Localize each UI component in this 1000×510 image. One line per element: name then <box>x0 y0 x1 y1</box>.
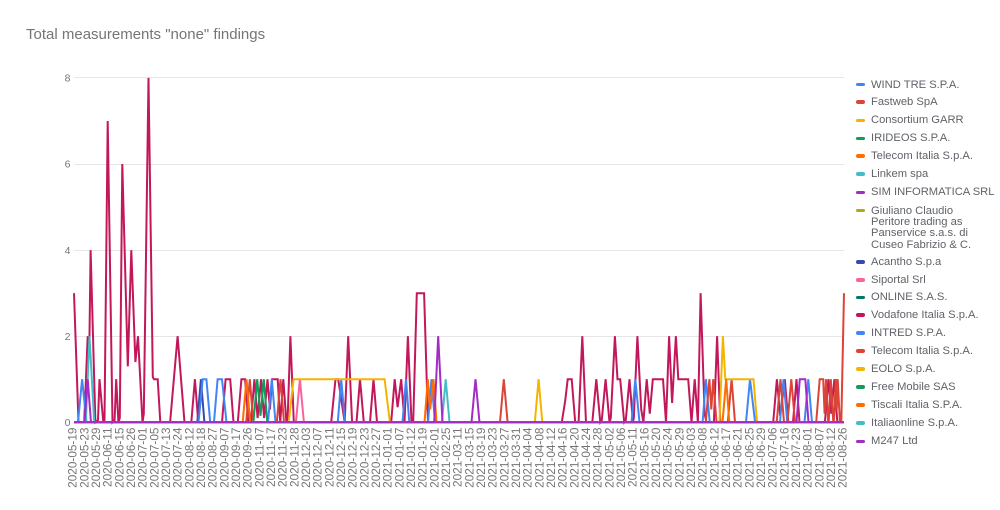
svg-text:2021-02-25: 2021-02-25 <box>439 427 453 488</box>
svg-text:2021-04-24: 2021-04-24 <box>579 427 593 488</box>
svg-text:2021-03-15: 2021-03-15 <box>462 427 476 488</box>
svg-text:2: 2 <box>65 331 71 343</box>
svg-text:2020-05-29: 2020-05-29 <box>89 428 103 488</box>
svg-text:2020-12-11: 2020-12-11 <box>322 428 336 487</box>
svg-text:6: 6 <box>65 159 71 171</box>
svg-text:2021-03-23: 2021-03-23 <box>486 427 500 488</box>
svg-text:2020-06-15: 2020-06-15 <box>112 427 126 488</box>
svg-text:2021-01-01: 2021-01-01 <box>381 428 395 488</box>
svg-text:2021-03-31: 2021-03-31 <box>509 428 523 488</box>
svg-text:2020-09-07: 2020-09-07 <box>217 428 231 488</box>
svg-text:2020-09-17: 2020-09-17 <box>229 428 243 488</box>
svg-text:2020-07-01: 2020-07-01 <box>136 428 150 488</box>
svg-text:2021-04-12: 2021-04-12 <box>544 428 558 488</box>
svg-text:2021-06-29: 2021-06-29 <box>754 428 768 488</box>
svg-text:2021-01-19: 2021-01-19 <box>416 428 430 488</box>
svg-text:2020-07-05: 2020-07-05 <box>147 427 161 488</box>
svg-text:2021-06-21: 2021-06-21 <box>731 428 745 488</box>
svg-text:2021-02-01: 2021-02-01 <box>427 428 441 488</box>
svg-text:2020-06-11: 2020-06-11 <box>101 428 115 487</box>
svg-text:2021-06-12: 2021-06-12 <box>707 428 721 488</box>
svg-text:2020-12-03: 2020-12-03 <box>299 427 313 488</box>
svg-text:2021-05-06: 2021-05-06 <box>614 427 628 488</box>
svg-text:2020-09-26: 2020-09-26 <box>241 427 255 488</box>
svg-text:2020-12-27: 2020-12-27 <box>369 428 383 488</box>
svg-text:2021-04-28: 2021-04-28 <box>591 427 605 488</box>
svg-text:2021-04-16: 2021-04-16 <box>556 427 570 488</box>
svg-text:0: 0 <box>65 417 71 429</box>
svg-text:2020-11-28: 2020-11-28 <box>287 427 301 487</box>
svg-text:2021-07-16: 2021-07-16 <box>777 427 791 488</box>
svg-text:2020-11-07: 2020-11-07 <box>252 428 266 487</box>
svg-text:2021-05-11: 2021-05-11 <box>626 428 640 487</box>
svg-text:2021-03-11: 2021-03-11 <box>451 428 465 487</box>
svg-text:2020-12-07: 2020-12-07 <box>311 428 325 488</box>
svg-text:2020-08-27: 2020-08-27 <box>206 428 220 488</box>
svg-text:2020-11-17: 2020-11-17 <box>264 428 278 487</box>
svg-text:4: 4 <box>65 245 71 257</box>
svg-text:2021-08-26: 2021-08-26 <box>836 427 850 488</box>
svg-text:8: 8 <box>65 73 71 85</box>
svg-text:2021-05-02: 2021-05-02 <box>602 428 616 488</box>
svg-text:2021-01-12: 2021-01-12 <box>404 428 418 488</box>
svg-text:2020-12-23: 2020-12-23 <box>357 427 371 488</box>
svg-text:2020-07-24: 2020-07-24 <box>171 427 185 488</box>
svg-text:2021-07-06: 2021-07-06 <box>766 427 780 488</box>
svg-text:2020-12-19: 2020-12-19 <box>346 428 360 488</box>
svg-text:2021-04-04: 2021-04-04 <box>521 427 535 488</box>
svg-text:2021-04-20: 2021-04-20 <box>567 427 581 488</box>
svg-text:2021-06-25: 2021-06-25 <box>742 427 756 488</box>
svg-text:2021-08-12: 2021-08-12 <box>824 428 838 488</box>
svg-text:2021-08-07: 2021-08-07 <box>812 428 826 488</box>
svg-text:2020-05-19: 2020-05-19 <box>66 428 80 488</box>
svg-text:2021-04-08: 2021-04-08 <box>532 427 546 488</box>
svg-text:2020-12-15: 2020-12-15 <box>334 427 348 488</box>
svg-text:2020-08-18: 2020-08-18 <box>194 427 208 488</box>
svg-text:2020-11-23: 2020-11-23 <box>276 427 290 487</box>
svg-text:2021-05-20: 2021-05-20 <box>649 427 663 488</box>
svg-text:2021-05-29: 2021-05-29 <box>672 428 686 488</box>
svg-text:2020-05-23: 2020-05-23 <box>77 427 91 488</box>
svg-text:2021-06-17: 2021-06-17 <box>719 428 733 488</box>
svg-text:2021-08-01: 2021-08-01 <box>801 428 815 488</box>
svg-text:2021-03-19: 2021-03-19 <box>474 428 488 488</box>
svg-text:2021-07-23: 2021-07-23 <box>789 427 803 488</box>
svg-text:2021-03-27: 2021-03-27 <box>497 428 511 488</box>
svg-text:2021-05-24: 2021-05-24 <box>661 427 675 488</box>
svg-text:2021-06-03: 2021-06-03 <box>684 427 698 488</box>
svg-text:2021-01-07: 2021-01-07 <box>392 428 406 488</box>
svg-text:2020-08-12: 2020-08-12 <box>182 428 196 488</box>
svg-text:2021-06-08: 2021-06-08 <box>696 427 710 488</box>
svg-text:2021-05-16: 2021-05-16 <box>637 427 651 488</box>
svg-text:2020-07-13: 2020-07-13 <box>159 427 173 488</box>
svg-text:2020-06-26: 2020-06-26 <box>124 427 138 488</box>
